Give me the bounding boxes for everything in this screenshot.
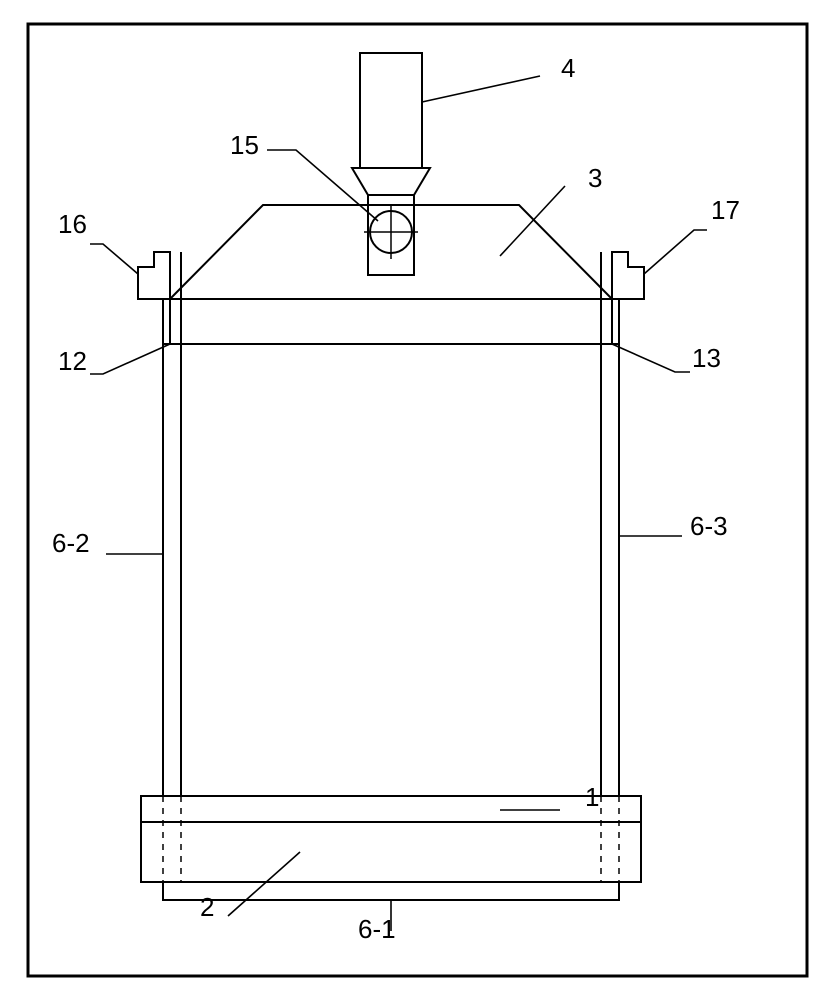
- part-top-pipe: [360, 53, 422, 168]
- label-4: 4: [561, 53, 575, 83]
- leader-4: [422, 76, 540, 102]
- label-17: 17: [711, 195, 740, 225]
- label-12: 12: [58, 346, 87, 376]
- label-6-3: 6-3: [690, 511, 728, 541]
- part-bottom-strip: [163, 882, 619, 900]
- label-16: 16: [58, 209, 87, 239]
- part-left-hook-outer: [138, 252, 170, 299]
- leader-12: [90, 344, 170, 374]
- leader-16: [90, 244, 138, 274]
- label-13: 13: [692, 343, 721, 373]
- leader-3: [500, 186, 565, 256]
- leader-13: [612, 344, 690, 372]
- figure-border: [28, 24, 807, 976]
- part-base-lower: [141, 822, 641, 882]
- label-6-2: 6-2: [52, 528, 90, 558]
- part-right-hook-outer: [612, 252, 644, 299]
- leader-17: [644, 230, 707, 274]
- label-15: 15: [230, 130, 259, 160]
- leader-2: [228, 852, 300, 916]
- label-2: 2: [200, 892, 214, 922]
- drawing-group: 4153171613126-36-2126-1: [52, 53, 740, 944]
- label-6-1: 6-1: [358, 914, 396, 944]
- label-1: 1: [585, 782, 599, 812]
- part-base-upper: [141, 796, 641, 822]
- part-taper: [352, 168, 430, 195]
- part-cap-band: [170, 299, 612, 344]
- label-3: 3: [588, 163, 602, 193]
